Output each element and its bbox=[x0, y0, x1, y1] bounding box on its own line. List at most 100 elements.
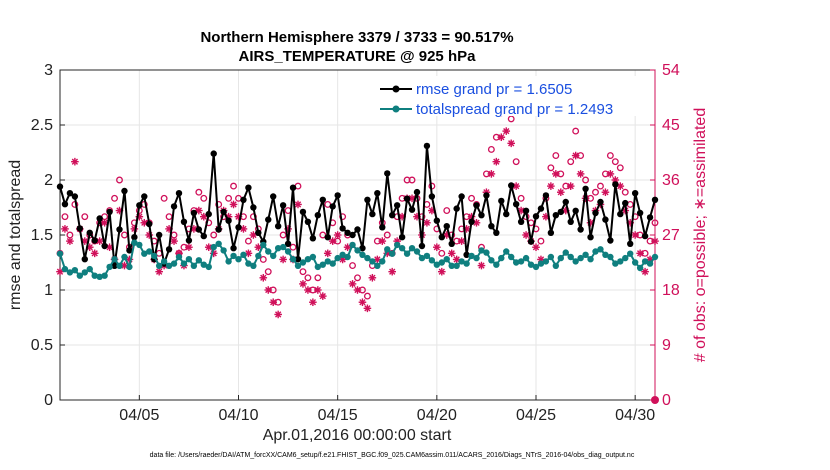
totalspread-point bbox=[622, 254, 629, 262]
rmse-point bbox=[116, 226, 123, 233]
obs-possible-marker bbox=[339, 213, 347, 221]
totalspread-point bbox=[309, 253, 317, 261]
obs-assimilated-marker bbox=[199, 212, 208, 221]
legend-marker-rmse bbox=[392, 85, 400, 93]
obs-possible-marker bbox=[314, 274, 322, 282]
rmse-point bbox=[612, 181, 619, 188]
y-axis-left: 0 0.5 1 1.5 2 2.5 3 bbox=[31, 62, 65, 409]
obs-possible-marker bbox=[582, 176, 590, 184]
obs-assimilated-marker bbox=[249, 231, 258, 239]
totalspread-point bbox=[369, 258, 376, 265]
totalspread-point bbox=[557, 254, 564, 262]
totalspread-point bbox=[304, 256, 312, 263]
totalspread-point bbox=[354, 247, 361, 254]
totalspread-point bbox=[473, 254, 480, 262]
rmse-point bbox=[294, 256, 302, 263]
obs-possible-marker bbox=[616, 164, 624, 172]
obs-possible-marker bbox=[215, 200, 223, 208]
rmse-point bbox=[508, 182, 515, 189]
totalspread-point bbox=[71, 267, 79, 274]
rmse-point bbox=[453, 205, 460, 212]
rmse-point bbox=[255, 229, 262, 236]
obs-possible-marker bbox=[517, 194, 525, 202]
rmse-point bbox=[403, 195, 411, 202]
obs-possible-marker bbox=[537, 237, 545, 245]
rmse-point bbox=[146, 220, 153, 228]
rmse-point bbox=[577, 226, 584, 233]
rmse-point bbox=[542, 192, 550, 199]
rmse-point bbox=[379, 224, 386, 231]
totalspread-point bbox=[344, 253, 351, 261]
rmse-point bbox=[582, 185, 589, 192]
y-left-tick-label: 1.5 bbox=[31, 227, 53, 244]
totalspread-point bbox=[96, 273, 103, 280]
rmse-point bbox=[319, 196, 326, 203]
obs-assimilated-marker bbox=[542, 212, 550, 221]
obs-assimilated-marker bbox=[348, 280, 357, 288]
obs-assimilated-marker bbox=[343, 243, 352, 252]
totalspread-point bbox=[448, 262, 455, 269]
obs-possible-marker bbox=[210, 231, 218, 239]
rmse-point bbox=[364, 196, 371, 203]
rmse-point bbox=[641, 232, 649, 240]
obs-assimilated-marker bbox=[497, 133, 506, 142]
obs-possible-marker bbox=[354, 274, 361, 282]
totalspread-point bbox=[597, 246, 604, 253]
totalspread-point bbox=[195, 257, 203, 264]
rmse-point bbox=[547, 229, 555, 236]
rmse-point bbox=[597, 198, 604, 206]
obs-assimilated-marker bbox=[378, 237, 387, 245]
totalspread-point bbox=[413, 248, 421, 255]
totalspread-point bbox=[374, 262, 381, 269]
rmse-point bbox=[532, 213, 540, 220]
rmse-point bbox=[389, 212, 396, 219]
obs-assimilated-marker bbox=[447, 249, 456, 258]
obs-assimilated-marker bbox=[368, 273, 377, 282]
rmse-point bbox=[200, 232, 207, 240]
y-axis-right: 0 9 18 27 36 45 54 bbox=[650, 62, 680, 409]
totalspread-point bbox=[66, 269, 74, 276]
totalspread-point bbox=[428, 257, 436, 264]
rmse-point bbox=[349, 231, 356, 239]
y-right-tick-label: 0 bbox=[662, 392, 671, 409]
obs-possible-marker bbox=[547, 164, 555, 172]
rmse-point bbox=[131, 234, 138, 241]
totalspread-point bbox=[146, 248, 153, 255]
totalspread-point bbox=[175, 253, 183, 261]
totalspread-point bbox=[126, 263, 133, 271]
legend-box bbox=[375, 76, 653, 116]
rmse-point bbox=[493, 229, 500, 236]
totalspread-point bbox=[577, 254, 584, 262]
rmse-point bbox=[587, 234, 594, 241]
rmse-point bbox=[56, 183, 64, 190]
totalspread-point bbox=[155, 262, 163, 269]
obs-assimilated-marker bbox=[576, 170, 585, 178]
rmse-point bbox=[76, 225, 84, 232]
y-right-tick-label: 9 bbox=[662, 337, 671, 354]
obs-possible-marker bbox=[621, 188, 629, 196]
totalspread-point bbox=[339, 251, 346, 258]
totalspread-point bbox=[522, 254, 530, 262]
rmse-point bbox=[279, 202, 287, 209]
y-left-tick-label: 1 bbox=[44, 282, 53, 299]
rmse-point bbox=[488, 223, 495, 230]
totalspread-point bbox=[379, 258, 386, 265]
rmse-point bbox=[398, 234, 406, 241]
totalspread-point bbox=[319, 261, 326, 268]
totalspread-point bbox=[542, 258, 550, 265]
totalspread-point bbox=[106, 263, 113, 271]
obs-possible-marker bbox=[349, 262, 356, 270]
rmse-point bbox=[567, 218, 574, 225]
obs-assimilated-marker bbox=[328, 237, 337, 245]
footnote-data-file: data file: /Users/raeder/DAI/ATM_forcXX/… bbox=[150, 452, 635, 459]
rmse-point bbox=[498, 197, 505, 205]
x-tick-label: 04/10 bbox=[218, 407, 258, 424]
rmse-point bbox=[190, 209, 198, 217]
obs-possible-marker bbox=[230, 182, 237, 190]
rmse-point bbox=[503, 210, 510, 218]
totalspread-point bbox=[631, 259, 639, 266]
obs-assimilated-marker bbox=[185, 243, 193, 252]
totalspread-point bbox=[205, 263, 212, 271]
obs-possible-marker bbox=[363, 292, 371, 300]
rmse-point bbox=[106, 208, 113, 216]
